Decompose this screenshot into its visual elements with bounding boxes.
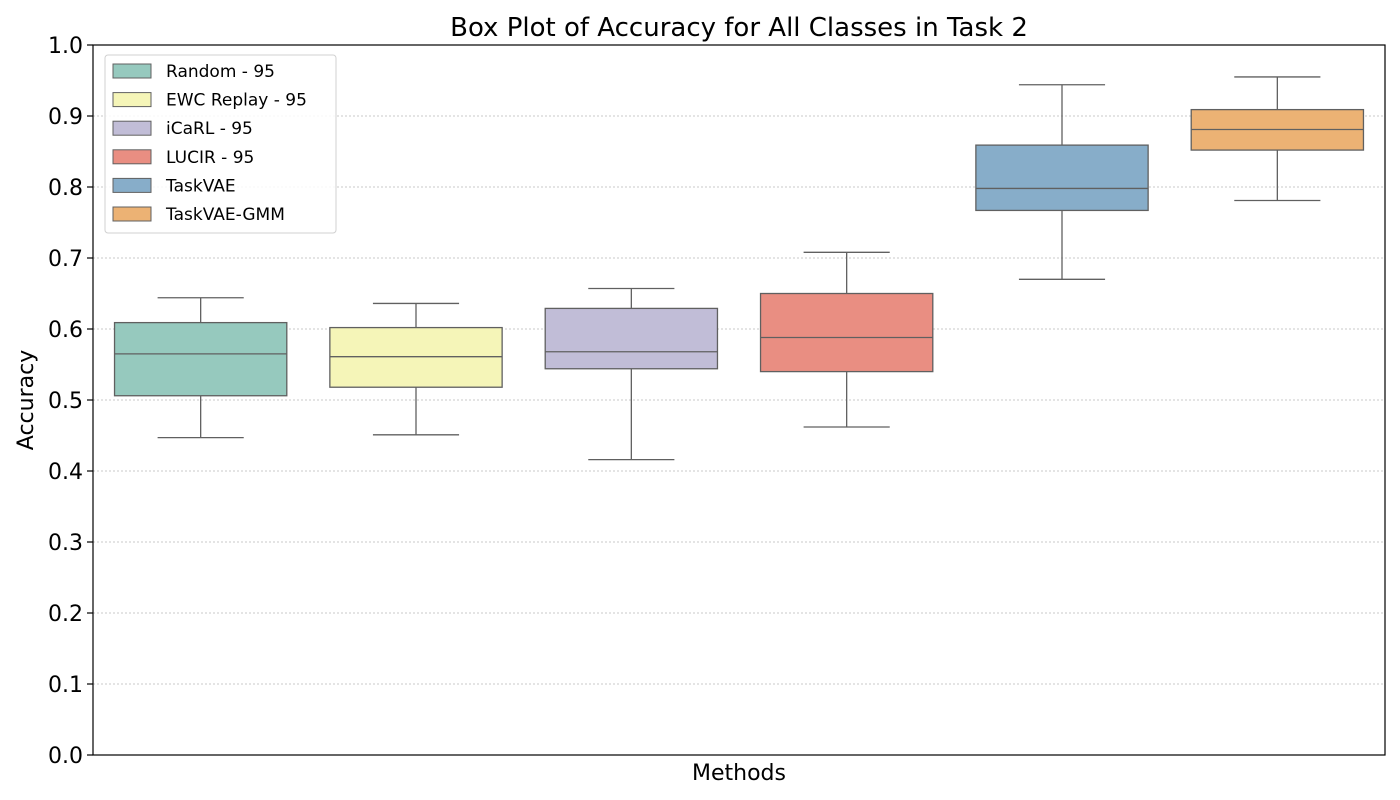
legend-label: EWC Replay - 95 — [166, 91, 307, 111]
y-tick-label: 0.0 — [48, 744, 83, 769]
legend-label: TaskVAE-GMM — [165, 205, 285, 225]
legend-swatch — [112, 206, 152, 222]
box-taskvae-gmm — [1190, 76, 1365, 202]
legend-swatch — [112, 149, 152, 165]
box-lucir-95 — [759, 251, 934, 428]
box-series-group — [113, 76, 1365, 461]
y-tick-label: 0.4 — [48, 460, 83, 485]
x-axis-label: Methods — [692, 761, 786, 786]
legend-label: Random - 95 — [166, 62, 275, 82]
legend-swatch — [112, 177, 152, 193]
legend-label: LUCIR - 95 — [166, 148, 254, 168]
legend-swatch — [112, 92, 152, 108]
chart-title: Box Plot of Accuracy for All Classes in … — [450, 13, 1028, 43]
legend-swatch — [112, 63, 152, 79]
box-ewc-replay-95 — [329, 302, 503, 436]
box-random-95 — [113, 297, 288, 439]
iqr-box — [975, 144, 1149, 212]
legend-label: iCaRL - 95 — [166, 119, 253, 139]
y-tick-label: 0.9 — [48, 105, 83, 130]
y-tick-label: 0.5 — [48, 389, 83, 414]
box-taskvae — [975, 84, 1149, 280]
y-tick-label: 0.6 — [48, 318, 83, 343]
y-tick-label: 1.0 — [48, 34, 83, 59]
grid-lines — [93, 115, 1385, 685]
legend-frame — [104, 54, 337, 234]
y-tick-label: 0.2 — [48, 602, 83, 627]
box-icarl-95 — [544, 287, 719, 461]
legend: Random - 95 EWC Replay - 95 iCaRL - 95 LUCI… — [104, 54, 337, 234]
legend-label: TaskVAE — [165, 176, 236, 196]
iqr-box — [113, 321, 288, 397]
y-tick-label: 0.7 — [48, 247, 83, 272]
y-tick-label: 0.3 — [48, 531, 83, 556]
legend-swatch — [112, 120, 152, 136]
iqr-box — [544, 307, 719, 370]
y-axis-label: Accuracy — [14, 350, 39, 450]
iqr-box — [759, 292, 934, 373]
y-tick-label: 0.1 — [48, 673, 83, 698]
y-tick-label: 0.8 — [48, 176, 83, 201]
y-axis: 0.0 0.1 0.2 0.3 0.4 0.5 0.6 0.7 0.8 0.9 1.0 — [48, 34, 93, 769]
iqr-box — [329, 326, 503, 388]
